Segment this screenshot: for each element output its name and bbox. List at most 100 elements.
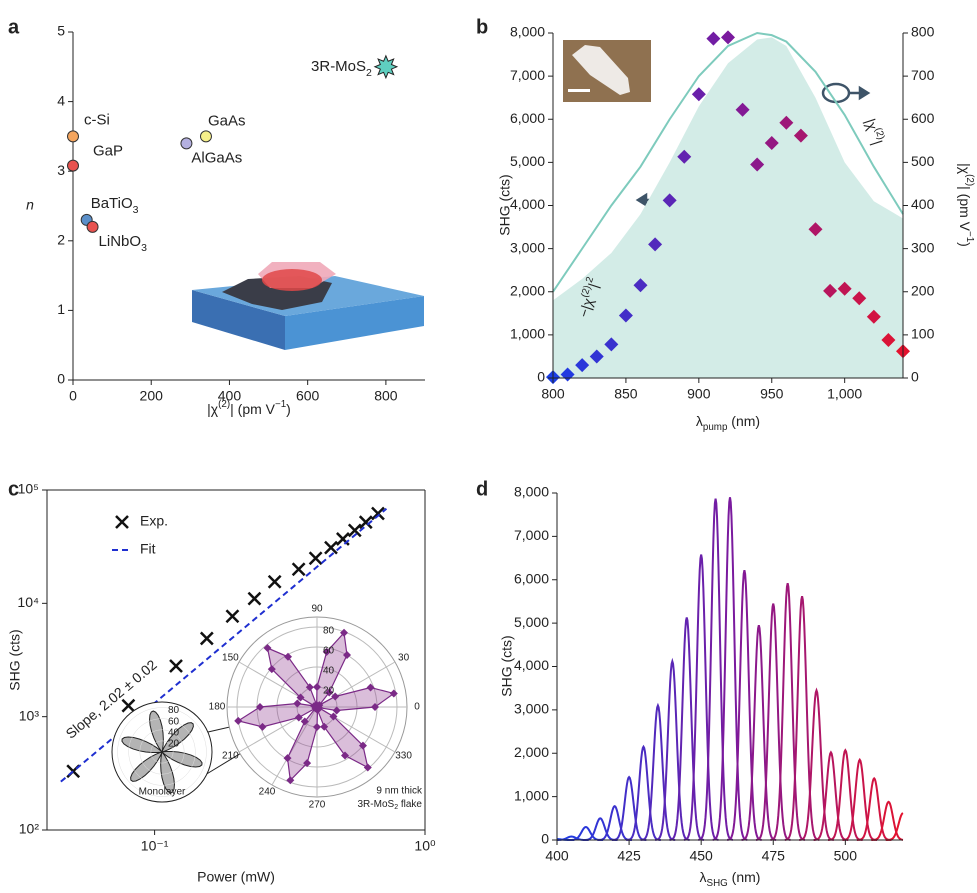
- y2-tick-label: 800: [911, 24, 935, 40]
- y-tick-label: 5: [57, 23, 65, 39]
- y-tick-label: 3: [57, 162, 65, 178]
- curve-label-part: |: [870, 138, 886, 146]
- x-tick-label: 800: [541, 386, 565, 402]
- point-label-part: BaTiO: [91, 195, 133, 212]
- theta-tick-label: 330: [395, 751, 412, 762]
- inset-label-part: flake: [398, 799, 422, 810]
- y2-tick-label: 400: [911, 196, 935, 212]
- x-point: [122, 700, 134, 712]
- diamond-point: [706, 32, 720, 46]
- point-label: 3R-MoS2: [311, 58, 372, 79]
- point: [87, 221, 98, 232]
- y-axis-label: n: [26, 197, 34, 213]
- beam-spot: [262, 269, 322, 291]
- point-label: LiNbO3: [99, 233, 148, 254]
- x-tick-label: 400: [545, 848, 569, 864]
- point-label-part: 2: [366, 67, 372, 79]
- arrow-head: [860, 88, 868, 98]
- point: [375, 56, 397, 78]
- x-axis-label-part: | (pm V: [230, 401, 276, 417]
- point-label: BaTiO3: [91, 195, 139, 216]
- r-tick-label: 20: [168, 739, 180, 750]
- inset-label: 9 nm thick: [376, 786, 423, 797]
- spectrum-peak: [626, 747, 661, 840]
- y2-tick-label: 0: [911, 369, 919, 385]
- point-label: GaP: [93, 143, 123, 160]
- x-axis-label-part: SHG: [707, 878, 728, 889]
- panel: b0100200300400500600700800|χ(2)| (pm V−1…: [476, 16, 975, 433]
- spectrum-peak: [641, 706, 676, 840]
- x-axis-label: |χ(2)| (pm V−1): [207, 399, 291, 417]
- point: [181, 138, 192, 149]
- theta-tick-label: 0: [414, 702, 420, 713]
- r-tick-label: 40: [168, 727, 180, 738]
- spectrum-peak: [727, 570, 762, 840]
- theta-tick-label: 150: [222, 653, 239, 664]
- r-tick-label: 60: [323, 646, 335, 657]
- x-tick-label: 500: [834, 848, 858, 864]
- x-point: [269, 576, 281, 588]
- y-tick-label: 8,000: [514, 484, 549, 500]
- point-label: c-Si: [84, 111, 110, 128]
- x-tick-label: 10⁰: [414, 838, 436, 854]
- x-axis-label-part: −1: [275, 399, 286, 410]
- x-tick-label: 1,000: [827, 386, 862, 402]
- x-tick-label: 600: [296, 388, 320, 404]
- y-tick-label: 1,000: [510, 326, 545, 342]
- x-tick-label: 10⁻¹: [141, 838, 169, 854]
- x-point: [293, 563, 305, 575]
- y-tick-label: 3,000: [514, 701, 549, 717]
- y2-tick-label: 300: [911, 239, 935, 255]
- y2-tick-label: 500: [911, 153, 935, 169]
- x-axis-label: λSHG (nm): [700, 869, 761, 889]
- theta-tick-label: 270: [309, 800, 326, 811]
- y-tick-label: 5,000: [510, 153, 545, 169]
- y-tick-label: 2,000: [514, 744, 549, 760]
- y-tick-label: 10⁵: [18, 481, 39, 497]
- legend-label: Exp.: [140, 513, 168, 529]
- x-tick-label: 950: [760, 386, 784, 402]
- y2-axis-label-part: | (pm V: [957, 186, 973, 232]
- x-axis-label-part: λ: [700, 869, 707, 885]
- y-tick-label: 4: [57, 92, 65, 108]
- x-axis-label-part: |χ: [207, 401, 219, 417]
- y2-axis-label-part: |χ: [957, 163, 973, 175]
- y-tick-label: 1: [57, 301, 65, 317]
- x-axis-label-part: λ: [696, 413, 703, 429]
- r-tick-label: 40: [323, 666, 335, 677]
- crystal-illustration: [192, 262, 424, 350]
- x-point: [248, 593, 260, 605]
- arrow-head: [638, 195, 646, 205]
- r-tick-label: 20: [323, 686, 335, 697]
- r-tick-label: 60: [168, 716, 180, 727]
- y2-tick-label: 200: [911, 282, 935, 298]
- x-axis-label-part: pump: [703, 422, 728, 433]
- photo-inset: [563, 40, 651, 102]
- y2-axis-label-part: (2): [964, 174, 975, 186]
- legend-marker: [116, 516, 128, 528]
- y-axis-label: SHG (cts): [7, 629, 23, 690]
- y2-axis-label: |χ(2)| (pm V−1): [957, 163, 975, 247]
- x-tick-label: 425: [617, 848, 641, 864]
- theta-tick-label: 90: [311, 604, 323, 615]
- y-tick-label: 4,000: [514, 657, 549, 673]
- x-tick-label: 0: [69, 388, 77, 404]
- spectrum-peak: [871, 802, 903, 840]
- curve-label: |χ(2)|: [863, 116, 888, 147]
- spectrum-peak: [684, 555, 719, 840]
- y-tick-label: 6,000: [514, 570, 549, 586]
- y-tick-label: 2: [57, 232, 65, 248]
- y2-axis-label-part: −1: [964, 231, 975, 242]
- y2-tick-label: 700: [911, 67, 935, 83]
- x-tick-label: 800: [374, 388, 398, 404]
- theta-tick-label: 30: [398, 653, 410, 664]
- x-point: [201, 632, 213, 644]
- inset-label-part: 3R-MoS: [358, 799, 395, 810]
- x-tick-label: 450: [689, 848, 713, 864]
- legend-label: Fit: [140, 541, 156, 557]
- y2-tick-label: 100: [911, 326, 935, 342]
- y-tick-label: 0: [537, 369, 545, 385]
- x-axis-label-part: ): [286, 401, 291, 417]
- x-point: [337, 533, 349, 545]
